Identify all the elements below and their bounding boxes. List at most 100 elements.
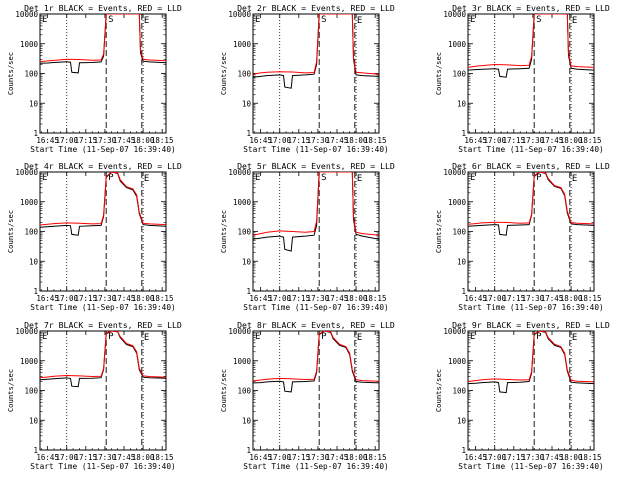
x-tick-label: 18:15 [364,453,387,462]
x-axis-label: Start Time (11-Sep-07 16:39:40) [458,303,604,312]
y-tick-label: 10 [457,416,467,425]
marker-start-flag: E [255,332,260,342]
y-tick-label: 10000 [443,10,466,19]
detector-panel-4: Det 4r BLACK = Events, RED = LLD 1 10 100 10… [6,161,182,312]
x-tick-label: 17:30 [94,453,117,462]
x-tick-label: 17:45 [326,453,349,462]
detector-panel-6: Det 6r BLACK = Events, RED = LLD 1 10 100 10… [434,161,610,312]
x-tick-label: 17:15 [288,294,311,303]
y-tick-label: 100 [24,228,38,237]
marker-start-flag: E [42,332,47,342]
x-tick-label: 16:45 [464,136,487,145]
y-tick-label: 1000 [20,40,39,49]
y-tick-label: 1 [461,446,466,455]
panel-title: Det 5r BLACK = Events, RED = LLD [237,161,395,171]
x-tick-label: 17:45 [541,453,564,462]
marker-end-flag: E [572,16,577,26]
y-axis-label: Counts/sec [6,210,15,253]
x-axis-label: Start Time (11-Sep-07 16:39:40) [30,303,176,312]
y-tick-label: 100 [237,228,251,237]
y-tick-label: 100 [237,70,251,79]
y-tick-label: 100 [452,387,466,396]
y-tick-label: 1 [246,129,251,138]
y-tick-label: 1000 [20,357,39,366]
x-tick-label: 17:45 [326,136,349,145]
y-tick-label: 10000 [15,168,38,177]
marker-end-flag: E [144,333,149,343]
x-tick-label: 17:30 [522,453,545,462]
x-tick-label: 17:00 [268,453,291,462]
x-tick-label: 18:15 [151,294,174,303]
x-tick-label: 17:45 [113,453,136,462]
y-tick-label: 1000 [233,40,252,49]
y-tick-label: 1000 [20,198,39,207]
y-axis-label: Counts/sec [434,52,443,95]
marker-start-flag: E [470,173,475,183]
y-tick-label: 1 [461,287,466,296]
panel-title: Det 1r BLACK = Events, RED = LLD [24,3,182,13]
x-axis-label: Start Time (11-Sep-07 16:39:40) [30,462,176,471]
x-tick-label: 17:30 [94,136,117,145]
panel-title: Det 6r BLACK = Events, RED = LLD [452,161,610,171]
x-tick-label: 17:45 [113,136,136,145]
x-tick-label: 16:45 [249,136,272,145]
x-tick-label: 18:15 [151,453,174,462]
marker-start-flag: E [470,332,475,342]
x-tick-label: 18:15 [364,136,387,145]
x-tick-label: 17:00 [268,136,291,145]
x-axis-label: Start Time (11-Sep-07 16:39:40) [30,145,176,154]
y-tick-label: 10000 [443,168,466,177]
x-tick-label: 18:00 [560,453,583,462]
x-tick-label: 18:00 [132,294,155,303]
series-lld-line [253,331,379,382]
series-lld-line [253,172,379,236]
detector-panel-8: Det 8r BLACK = Events, RED = LLD 1 10 100 10… [219,320,395,471]
series-lld-line [468,172,594,225]
y-tick-label: 1000 [448,198,467,207]
x-tick-label: 16:45 [36,136,59,145]
detector-panel-7: Det 7r BLACK = Events, RED = LLD 1 10 100 10… [6,320,182,471]
panel-title: Det 8r BLACK = Events, RED = LLD [237,320,395,330]
y-tick-label: 1 [33,129,38,138]
x-tick-label: 17:30 [307,136,330,145]
panel-title: Det 7r BLACK = Events, RED = LLD [24,320,182,330]
y-tick-label: 100 [24,70,38,79]
x-tick-label: 18:00 [132,453,155,462]
y-tick-label: 1 [246,287,251,296]
marker-end-flag: E [357,16,362,26]
x-tick-label: 17:15 [288,453,311,462]
marker-start-flag: E [255,173,260,183]
y-tick-label: 10 [457,99,467,108]
x-tick-label: 17:00 [483,136,506,145]
plot-frame [467,13,595,134]
detector-panel-2: Det 2r BLACK = Events, RED = LLD 1 10 100 10… [219,3,395,154]
x-tick-label: 17:15 [288,136,311,145]
x-tick-label: 18:15 [151,136,174,145]
y-tick-label: 1000 [448,357,467,366]
marker-end-flag: E [572,174,577,184]
x-tick-label: 17:00 [55,136,78,145]
marker-end-flag: E [572,333,577,343]
x-tick-label: 17:45 [541,294,564,303]
y-tick-label: 1000 [233,357,252,366]
marker-start-flag: E [42,173,47,183]
x-axis-label: Start Time (11-Sep-07 16:39:40) [243,303,389,312]
x-tick-label: 18:00 [345,453,368,462]
x-tick-label: 17:30 [307,453,330,462]
y-tick-label: 10 [457,257,467,266]
x-tick-label: 18:00 [132,136,155,145]
x-tick-label: 17:15 [503,294,526,303]
detector-panel-5: Det 5r BLACK = Events, RED = LLD 1 10 100 10… [219,161,395,312]
x-tick-label: 17:00 [483,453,506,462]
y-tick-label: 10000 [228,327,251,336]
y-axis-label: Counts/sec [6,369,15,412]
x-tick-label: 16:45 [464,294,487,303]
x-tick-label: 17:00 [55,294,78,303]
x-tick-label: 17:45 [541,136,564,145]
y-tick-label: 1000 [448,40,467,49]
y-tick-label: 10000 [15,327,38,336]
x-tick-label: 17:45 [326,294,349,303]
x-tick-label: 16:45 [464,453,487,462]
marker-peak-flag: P [536,173,542,183]
x-tick-label: 17:15 [75,453,98,462]
